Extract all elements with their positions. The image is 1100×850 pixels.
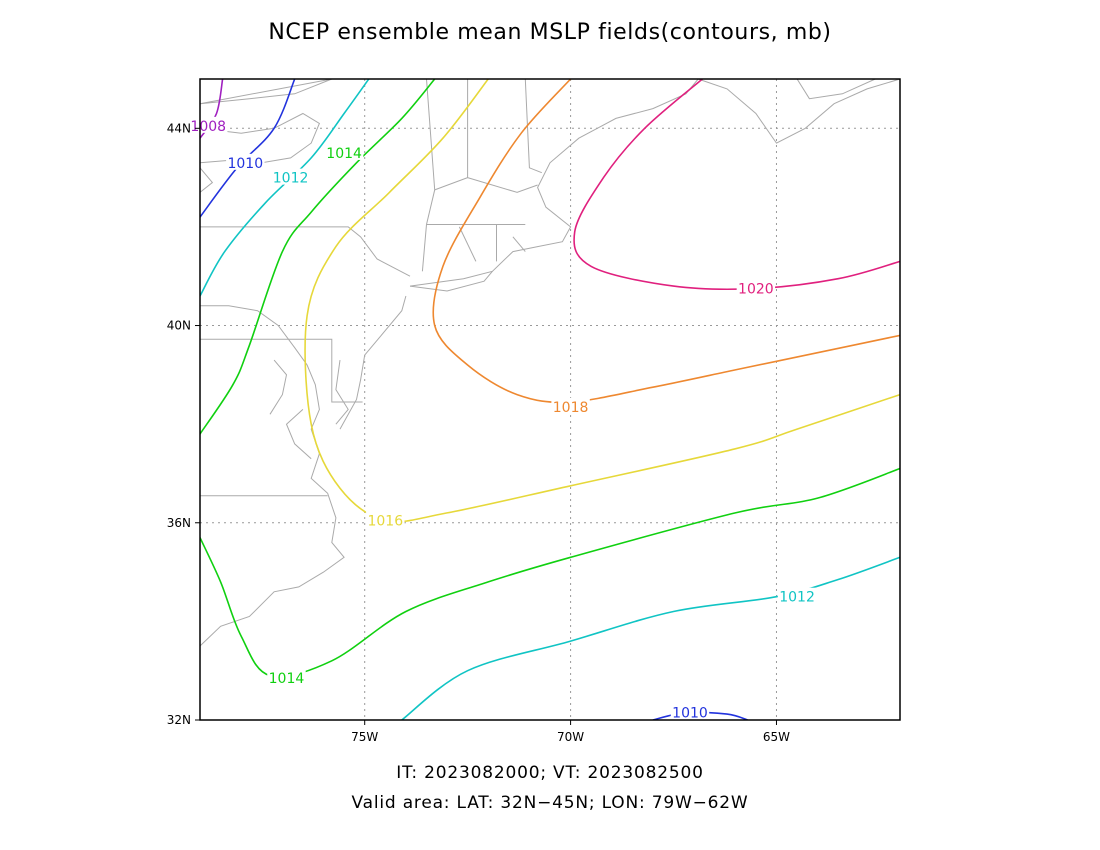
contour-label-bg [267, 669, 306, 686]
coastline [339, 295, 407, 430]
contour-label-bg [551, 397, 590, 414]
coastline [285, 409, 312, 460]
valid-area-info: Valid area: LAT: 32N−45N; LON: 79W−62W [351, 793, 749, 813]
contour-label-bg [366, 511, 405, 528]
lat-tick-label: 40N [167, 319, 191, 333]
contour-label: 1010 [672, 706, 708, 722]
gridlines [200, 79, 900, 720]
isobar-1012 [200, 79, 370, 297]
lon-tick-label: 75W [351, 730, 378, 744]
time-info: IT: 2023082000; VT: 2023082500 [396, 763, 704, 783]
coastlines [199, 78, 901, 647]
contour-label: 1008 [190, 119, 226, 135]
state-border [200, 226, 411, 277]
coastline [409, 270, 493, 292]
coastline [796, 78, 876, 100]
contour-label: 1020 [738, 282, 774, 298]
contour-label: 1010 [227, 156, 263, 172]
contour-label: 1018 [553, 400, 589, 416]
chart-title: NCEP ensemble mean MSLP fields(contours,… [268, 20, 832, 45]
map-frame [199, 78, 901, 721]
state-border [467, 177, 538, 193]
state-border [200, 338, 363, 403]
lat-tick-label: 44N [167, 121, 191, 135]
isobar-1014 [200, 79, 436, 435]
isobar-1018 [432, 79, 900, 404]
state-border [524, 78, 542, 174]
contour-label-bg [777, 587, 817, 604]
coastline [269, 359, 288, 415]
contour-label: 1014 [269, 671, 305, 687]
contour-label-bg [226, 153, 265, 170]
contour-label: 1012 [273, 171, 309, 187]
isobar-1020 [573, 79, 900, 291]
contour-label-bg [189, 116, 228, 133]
lon-tick-label: 65W [763, 730, 790, 744]
lat-tick-label: 32N [167, 713, 191, 727]
contour-label: 1016 [367, 513, 403, 529]
isobar-1012 [401, 556, 900, 720]
contour-label-bg [736, 279, 776, 296]
lon-tick-label: 70W [557, 730, 584, 744]
contour-label: 1014 [326, 146, 362, 162]
isobar-1008 [200, 79, 224, 139]
contour-label-bg [271, 168, 310, 185]
contour-label-bg [670, 703, 710, 720]
coastline [335, 360, 349, 425]
coastline [199, 78, 332, 105]
coastline [698, 78, 901, 144]
coastline [199, 493, 345, 647]
coastline [458, 226, 477, 262]
contour-label: 1012 [779, 590, 815, 606]
coastline [409, 78, 699, 287]
coastline [199, 167, 214, 193]
contour-label-bg [324, 143, 364, 160]
isobar-1014 [200, 467, 900, 678]
state-border [434, 79, 469, 191]
isobar-1016 [304, 79, 900, 523]
coastline [512, 236, 526, 252]
axis-ticks: 32N 36N 40N 44N 75W 70W 65W [167, 121, 790, 744]
lat-tick-label: 36N [167, 516, 191, 530]
isobar-1010 [200, 79, 296, 218]
coastline [200, 305, 328, 494]
contour-labels: 1008 1010 1012 1014 1016 1014 1012 1010 1018 1020 [189, 116, 817, 722]
state-border [421, 78, 436, 272]
state-border [199, 78, 332, 105]
